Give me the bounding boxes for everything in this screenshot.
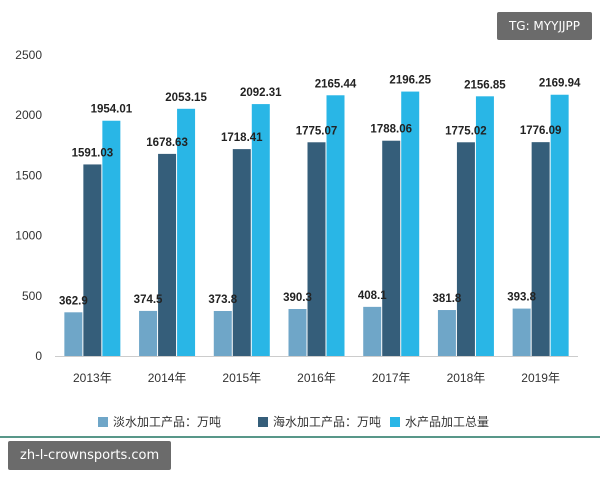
bar-1 [64,312,83,356]
x-tick-label: 2017年 [372,371,411,385]
data-label: 393.8 [507,292,536,304]
x-tick-label: 2018年 [447,371,486,385]
data-label: 374.5 [134,294,163,306]
bar-1 [213,310,232,356]
watermark-bottom: zh-l-crownsports.com [8,441,172,470]
x-tick-label: 2015年 [222,371,261,385]
x-tick-label: 2014年 [148,371,187,385]
bar-3 [401,91,420,356]
bar-3 [251,104,270,356]
data-label: 1788.06 [370,124,412,136]
divider [0,436,600,438]
x-axis-ticks: 2013年 2014年 2015年 2016年 2017年 2018年 2019年 [73,371,560,385]
data-label: 1776.09 [520,125,562,137]
y-tick-label: 1000 [15,229,42,243]
y-tick-label: 500 [22,289,42,303]
data-label: 373.8 [208,294,237,306]
bar-3 [102,120,121,356]
data-label: 1591.03 [72,147,114,159]
data-label: 2156.85 [464,79,506,91]
bar-3 [326,95,345,357]
data-label: 2053.15 [165,92,207,104]
data-label: 1954.01 [91,104,133,116]
bar-3 [177,108,196,356]
bar-2 [456,142,475,356]
x-tick-label: 2019年 [521,371,560,385]
watermark-top: TG: MYYJJPP [496,12,592,40]
legend: 淡水加工产品：万吨 海水加工产品：万吨 水产品加工总量 [98,414,489,429]
legend-swatch [390,417,400,427]
data-label: 390.3 [283,292,312,304]
bar-2 [232,149,251,356]
bar-2 [307,142,326,356]
bar-2 [531,142,550,356]
data-label: 2196.25 [389,75,431,87]
data-label: 2092.31 [240,87,282,99]
legend-label: 水产品加工总量 [405,415,489,429]
legend-label: 海水加工产品：万吨 [273,414,381,429]
y-tick-label: 1500 [15,168,42,182]
data-label: 2165.44 [315,78,357,90]
bar-2 [382,140,401,356]
y-axis-ticks: 0 500 1000 1500 2000 2500 [15,48,42,363]
x-tick-label: 2013年 [73,371,112,385]
bar-2 [83,164,102,356]
legend-label: 淡水加工产品：万吨 [113,415,221,429]
data-label: 408.1 [358,290,387,302]
data-label: 1775.02 [445,125,487,137]
bar-1 [437,310,456,356]
data-label: 362.9 [59,295,88,307]
data-label: 1678.63 [146,137,188,149]
bar-2 [158,153,177,356]
y-tick-label: 2500 [15,48,42,62]
bar-1 [512,308,531,356]
legend-swatch [258,417,268,427]
data-label: 1775.07 [296,125,338,137]
data-label: 2169.94 [539,78,581,90]
y-tick-label: 2000 [15,108,42,122]
bar-3 [550,94,569,356]
legend-swatch [98,417,108,427]
data-label: 381.8 [433,293,462,305]
y-tick-label: 0 [35,349,42,363]
data-labels: 362.9 1591.03 1954.01 374.5 1678.63 2053.15 37… [59,75,581,308]
data-label: 1718.41 [221,132,263,144]
x-tick-label: 2016年 [297,371,336,385]
bar-1 [288,309,307,356]
bar-3 [475,96,494,357]
bar-1 [363,306,382,356]
bars [64,91,569,357]
bar-1 [139,310,158,356]
